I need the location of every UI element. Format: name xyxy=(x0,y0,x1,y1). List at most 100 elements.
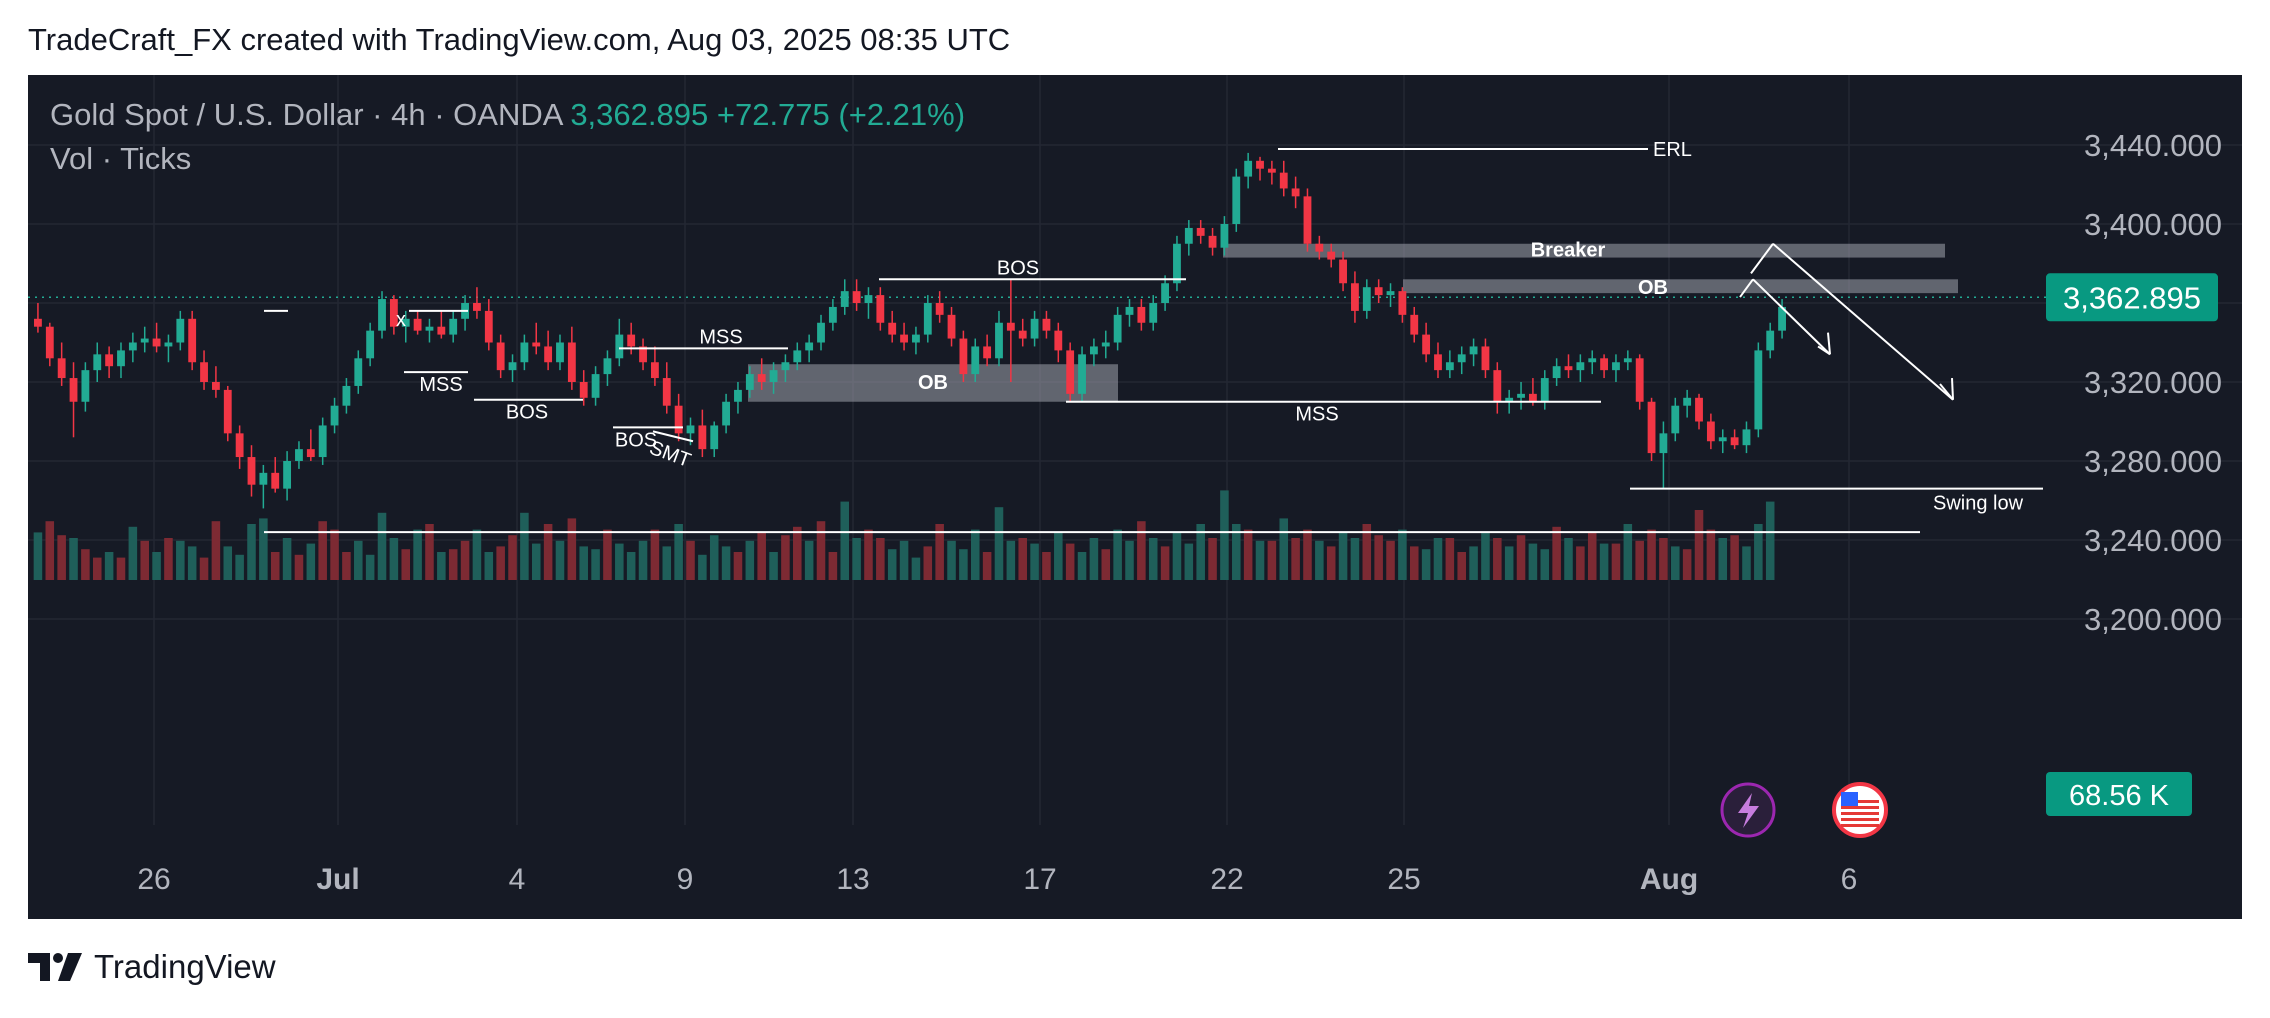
volume-bar xyxy=(579,546,588,580)
price-label-tag xyxy=(2046,273,2218,322)
candle xyxy=(1588,358,1597,363)
candle xyxy=(128,342,137,351)
y-tick-label: 3,400.000 xyxy=(2084,207,2222,242)
legend-change: +72.775 (+2.21%) xyxy=(716,97,966,132)
volume-bar xyxy=(982,552,992,580)
volume-bar xyxy=(1718,538,1728,580)
volume-bar xyxy=(793,526,802,580)
candle xyxy=(532,342,541,347)
volume-bar xyxy=(1089,538,1099,580)
volume-bar xyxy=(1754,524,1763,580)
candle xyxy=(223,389,232,434)
candle xyxy=(1445,362,1454,371)
candle xyxy=(1184,227,1193,244)
candles xyxy=(34,152,1786,509)
volume-bar xyxy=(638,540,648,580)
volume-label-text: 68.56 K xyxy=(2069,780,2170,812)
volume-bar xyxy=(1042,552,1051,580)
volume-bar xyxy=(626,552,636,580)
candle xyxy=(1220,224,1229,248)
volume-bar xyxy=(1125,540,1134,580)
volume-bar xyxy=(1433,538,1443,580)
volume-bar xyxy=(1054,532,1063,580)
annotation-label: BOS xyxy=(506,402,548,424)
annotation-label: SMT xyxy=(646,437,693,472)
candle xyxy=(639,346,647,363)
volume-bar xyxy=(650,529,660,580)
lightning-icon xyxy=(1738,793,1759,828)
x-tick-label: Jul xyxy=(316,863,359,896)
candle xyxy=(1434,354,1442,371)
candle xyxy=(817,322,825,343)
candle xyxy=(1517,393,1525,398)
volume-bar xyxy=(1599,543,1609,580)
volume-bar xyxy=(1326,546,1336,580)
volume-bar xyxy=(1540,549,1550,580)
volume-bars xyxy=(33,490,1775,580)
footer-brand[interactable]: TradingView xyxy=(28,948,276,986)
annotations: xMSSBOSBOSSMTMSSBOSOBMSSERLBreakerOBSwin… xyxy=(264,139,2043,534)
y-tick-label: 3,280.000 xyxy=(2084,444,2222,479)
volume-bar xyxy=(1635,540,1644,580)
volume-bar xyxy=(864,529,873,580)
annotation-label: OB xyxy=(918,372,948,394)
candle xyxy=(176,318,185,343)
volume-bar xyxy=(377,512,387,580)
candle xyxy=(662,378,671,406)
volume-bar xyxy=(294,554,304,580)
volume-bar xyxy=(1457,552,1466,580)
candle xyxy=(1481,346,1490,371)
volume-bar xyxy=(1765,501,1775,580)
volume-bar xyxy=(567,518,577,580)
candle xyxy=(1564,366,1573,371)
candle xyxy=(1291,188,1300,197)
legend-row-symbol: Gold Spot / U.S. Dollar · 4h · OANDA 3,3… xyxy=(50,97,965,133)
volume-bar xyxy=(911,557,921,580)
arrow-head xyxy=(1827,332,1831,355)
candle xyxy=(425,326,434,331)
volume-bar xyxy=(816,521,826,580)
candle xyxy=(888,322,897,335)
candle xyxy=(1018,330,1027,339)
candle xyxy=(1256,160,1264,169)
volume-bar xyxy=(721,546,731,580)
candle xyxy=(259,472,268,485)
candle xyxy=(1742,429,1751,446)
annotation-label: ERL xyxy=(1653,139,1692,161)
candle xyxy=(1695,397,1703,422)
candle xyxy=(1671,405,1680,434)
candle xyxy=(734,389,742,402)
volume-bar xyxy=(187,546,197,580)
volume-bar xyxy=(709,535,719,580)
arrow-path xyxy=(1752,278,1831,356)
us-flag-icon xyxy=(1841,792,1858,806)
candle xyxy=(793,350,802,363)
volume-bar xyxy=(1587,532,1597,580)
candle xyxy=(1244,160,1253,177)
candle xyxy=(1362,287,1371,311)
candle xyxy=(923,303,932,335)
volume-bar xyxy=(1243,529,1253,580)
smt-line xyxy=(652,430,694,443)
candle xyxy=(520,342,529,363)
volume-bar xyxy=(1303,529,1312,580)
candle xyxy=(200,362,208,382)
legend-volume: Vol · Ticks xyxy=(50,141,192,176)
x-tick-label: 6 xyxy=(1841,863,1858,896)
legend-symbol: Gold Spot / U.S. Dollar · 4h · OANDA xyxy=(50,97,562,132)
candle xyxy=(912,334,920,343)
candle xyxy=(876,295,885,323)
chart-legend: Gold Spot / U.S. Dollar · 4h · OANDA 3,3… xyxy=(50,97,965,177)
candle xyxy=(1386,291,1395,296)
chart-panel[interactable]: x MSS BOS BOS SMT MSS BOS OB MSS ERL Breaker OB Swin… xyxy=(28,75,2242,919)
candle xyxy=(1623,358,1632,363)
chart-svg[interactable]: xMSSBOSBOSSMTMSSBOSOBMSSERLBreakerOBSwin… xyxy=(28,75,2242,919)
candle xyxy=(1315,243,1324,252)
volume-bar xyxy=(508,535,517,580)
candle xyxy=(1528,393,1537,402)
volume-bar xyxy=(1671,546,1680,580)
annotation-label: MSS xyxy=(1295,404,1338,426)
volume-bar xyxy=(164,538,173,580)
candle xyxy=(1089,346,1098,355)
candle xyxy=(650,362,659,379)
